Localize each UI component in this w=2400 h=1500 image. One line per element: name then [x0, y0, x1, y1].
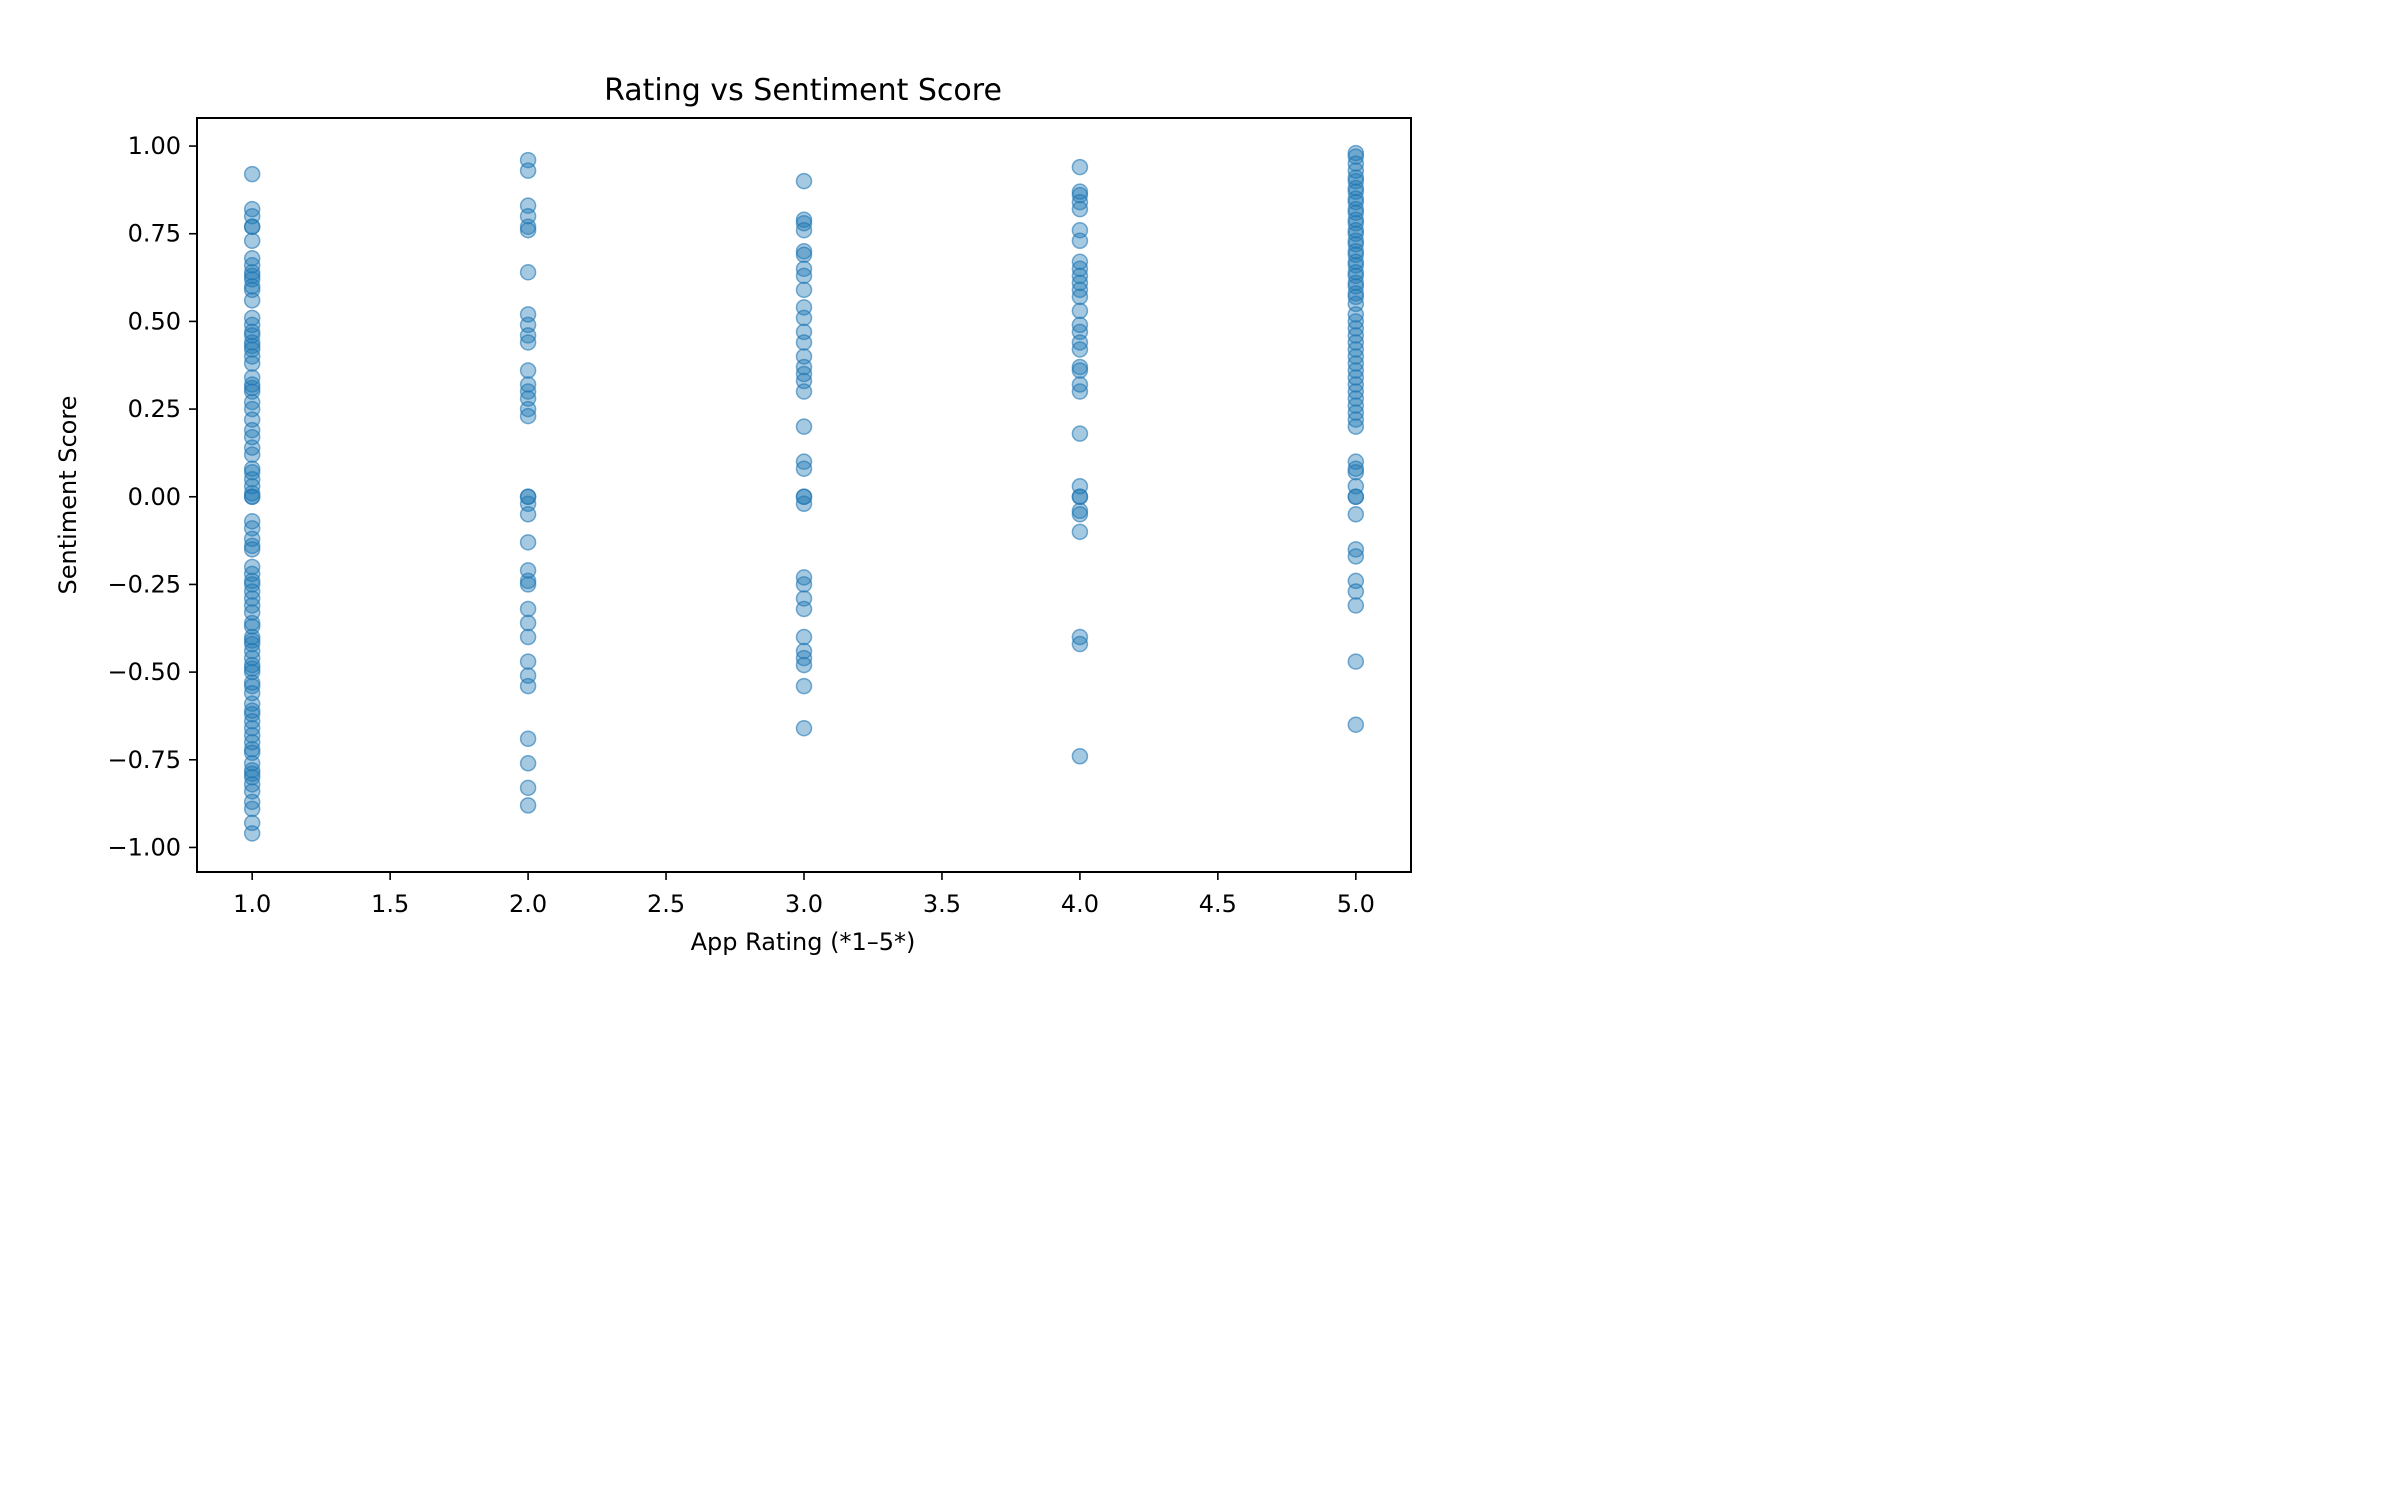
data-point	[795, 383, 813, 400]
y-axis: −1.00 −0.75 −0.50 −0.25 0.00 0.25 0.50 0.75 1.00	[107, 132, 197, 861]
y-tick-label: 0.00	[128, 483, 181, 511]
data-point	[1071, 362, 1089, 379]
data-point	[519, 600, 537, 618]
data-point	[243, 355, 261, 372]
data-point	[795, 460, 813, 477]
data-point	[243, 232, 261, 249]
x-tick-label: 1.5	[371, 890, 409, 918]
data-point	[519, 221, 537, 239]
x-axis: 1.0 1.5 2.0 2.5 3.0 3.5 4.0 4.5 5.0	[233, 872, 1375, 918]
data-point	[795, 576, 813, 593]
data-point	[1071, 523, 1089, 541]
data-point	[1347, 597, 1365, 614]
data-point	[519, 264, 537, 281]
data-point	[1347, 716, 1365, 733]
data-point	[519, 653, 537, 670]
x-tick-label: 5.0	[1337, 890, 1375, 918]
x-tick-label: 3.5	[923, 890, 961, 918]
data-point	[795, 267, 813, 285]
data-point	[1347, 583, 1365, 600]
data-point	[1071, 341, 1089, 358]
data-point	[795, 418, 813, 435]
data-point	[1347, 418, 1365, 435]
data-point	[1071, 488, 1089, 506]
data-point	[795, 677, 813, 695]
data-point	[519, 677, 537, 695]
data-point	[1071, 635, 1089, 653]
data-point	[795, 656, 813, 674]
data-point	[519, 755, 537, 772]
data-point	[1071, 425, 1089, 442]
data-point	[795, 309, 813, 327]
data-point	[1347, 506, 1365, 523]
data-point	[795, 495, 813, 513]
scatter-chart: Rating vs Sentiment Score −1.00 −0.75 −0.5…	[54, 73, 1412, 956]
data-point	[795, 334, 813, 351]
y-tick-label: −0.75	[107, 746, 181, 774]
data-point	[795, 246, 813, 264]
data-point	[243, 825, 261, 842]
x-tick-label: 1.0	[233, 890, 271, 918]
data-point	[519, 534, 537, 551]
data-point	[795, 628, 813, 646]
y-axis-label: Sentiment Score	[54, 396, 82, 595]
data-point	[1071, 200, 1089, 218]
data-point	[243, 446, 261, 463]
data-point	[795, 221, 813, 239]
data-point	[795, 172, 813, 190]
data-point	[243, 292, 261, 309]
data-point	[795, 600, 813, 618]
data-point	[1347, 653, 1365, 670]
data-point	[1347, 548, 1365, 565]
data-point	[1071, 288, 1089, 306]
plot-area-frame	[196, 117, 1412, 873]
y-tick-label: 0.75	[128, 220, 181, 248]
data-point	[519, 614, 537, 632]
data-point	[519, 506, 537, 523]
x-tick-label: 2.5	[647, 890, 685, 918]
data-point	[519, 334, 537, 351]
data-point	[519, 576, 537, 593]
data-point	[1071, 158, 1089, 176]
y-tick-label: −0.25	[107, 570, 181, 598]
data-point	[243, 218, 261, 235]
y-tick-label: 0.50	[128, 307, 181, 335]
x-axis-label: App Rating (*1–5*)	[691, 928, 916, 956]
data-point	[1071, 232, 1089, 249]
data-point	[1071, 302, 1089, 320]
y-tick-label: 1.00	[128, 132, 181, 160]
x-tick-label: 4.5	[1199, 890, 1237, 918]
data-point	[243, 165, 261, 183]
y-tick-label: −1.00	[107, 833, 181, 861]
x-tick-label: 2.0	[509, 890, 547, 918]
data-point	[519, 797, 537, 814]
x-tick-label: 4.0	[1061, 890, 1099, 918]
data-point	[243, 541, 261, 558]
data-point	[519, 407, 537, 425]
data-point	[519, 628, 537, 646]
data-point	[519, 362, 537, 379]
y-tick-label: −0.50	[107, 658, 181, 686]
y-tick-label: 0.25	[128, 395, 181, 423]
data-point	[243, 488, 261, 506]
data-point	[519, 162, 537, 179]
data-point	[1347, 488, 1365, 506]
data-point	[1071, 748, 1089, 765]
data-point	[1347, 463, 1365, 481]
data-point	[795, 719, 813, 737]
x-tick-label: 3.0	[785, 890, 823, 918]
data-point	[243, 800, 261, 818]
data-point	[795, 281, 813, 299]
data-points	[243, 144, 1365, 842]
data-point	[519, 779, 537, 797]
data-point	[1071, 383, 1089, 400]
chart-title: Rating vs Sentiment Score	[604, 73, 1002, 108]
data-point	[519, 730, 537, 747]
data-point	[1071, 506, 1089, 523]
